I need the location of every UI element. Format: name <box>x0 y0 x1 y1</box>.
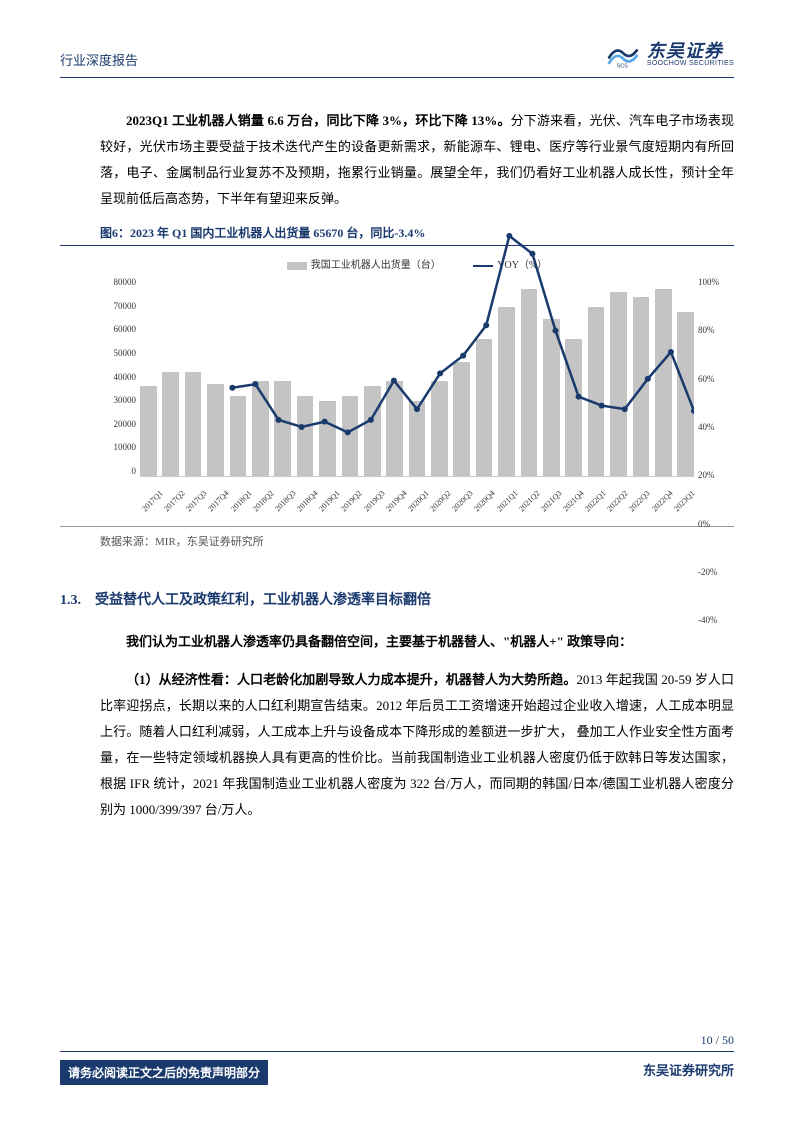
svg-text:SCS: SCS <box>617 64 628 69</box>
logo-icon: SCS <box>605 40 641 68</box>
y-axis-left: 8000070000600005000040000300002000010000… <box>102 277 136 476</box>
logo-en: SOOCHOW SECURITIES <box>647 60 734 67</box>
y-axis-right: 100%80%60%40%20%0%-20%-40% <box>698 277 732 625</box>
page-footer: 请务必阅读正文之后的免责声明部分 东吴证券研究所 <box>0 1051 794 1093</box>
header-title: 行业深度报告 <box>60 40 138 69</box>
section-heading-1-3: 1.3. 受益替代人工及政策红利，工业机器人渗透率目标翻倍 <box>60 589 734 609</box>
paragraph-3: （1）从经济性看：人口老龄化加剧导致人力成本提升，机器替人为大势所趋。2013 … <box>60 667 734 823</box>
chart-line <box>140 227 694 477</box>
company-logo: SCS 东吴证券 SOOCHOW SECURITIES <box>605 40 734 68</box>
figure-source: 数据来源：MIR，东吴证券研究所 <box>60 526 734 549</box>
x-axis-labels: 2017Q12017Q22017Q32017Q42018Q12018Q22018… <box>140 507 694 516</box>
chart-combo: 我国工业机器人出货量（台） YOY（%） 8000070000600005000… <box>100 256 734 516</box>
page-number: 10 / 50 <box>701 1033 734 1048</box>
footer-disclaimer: 请务必阅读正文之后的免责声明部分 <box>60 1060 268 1085</box>
paragraph-1: 2023Q1 工业机器人销量 6.6 万台，同比下降 3%，环比下降 13%。分… <box>60 108 734 212</box>
footer-institute: 东吴证券研究所 <box>643 1060 734 1085</box>
page-header: 行业深度报告 SCS 东吴证券 SOOCHOW SECURITIES <box>60 40 734 78</box>
logo-cn: 东吴证券 <box>647 42 734 60</box>
chart-plot-area: 8000070000600005000040000300002000010000… <box>140 277 694 477</box>
paragraph-2: 我们认为工业机器人渗透率仍具备翻倍空间，主要基于机器替人、"机器人+" 政策导向… <box>60 629 734 655</box>
